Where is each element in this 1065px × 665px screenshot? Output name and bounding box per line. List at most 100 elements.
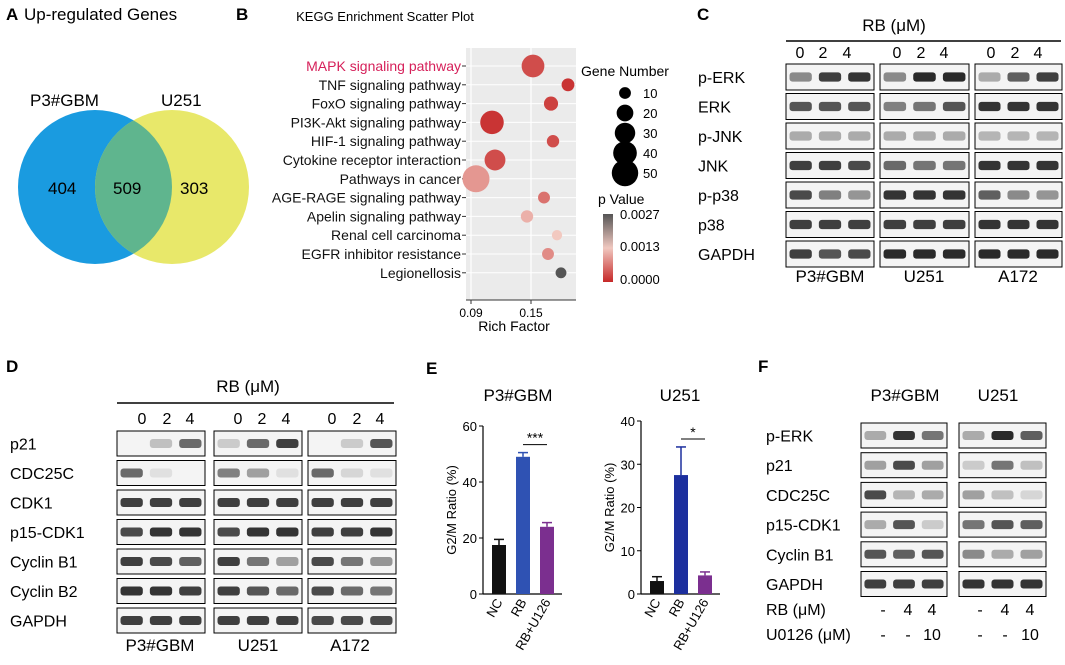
panel-f-row-label: p21 (766, 458, 793, 475)
panel-d-band (179, 616, 202, 625)
panel-d-row-label: p15-CDK1 (10, 525, 85, 542)
bar (516, 456, 530, 594)
panel-d-row-label: p21 (10, 437, 37, 454)
panel-d-band (217, 527, 240, 537)
panel-d-cell-label: A172 (330, 636, 370, 655)
panel-c-band (1036, 72, 1059, 82)
panel-c-band (848, 190, 871, 200)
panel-d-dose-label: 0 (234, 411, 243, 428)
panel-f-band (921, 490, 944, 500)
bar-category-label: NC (641, 596, 663, 620)
bar-category-label: RB (508, 596, 530, 619)
panel-d-band (340, 616, 364, 625)
panel-c-band (1036, 190, 1059, 200)
panel-f-band (864, 460, 887, 470)
gene-number-legend-dot (616, 104, 634, 122)
panel-f-band (893, 460, 915, 470)
panel-c-band (942, 219, 966, 230)
kegg-pathway-label: MAPK signaling pathway (306, 58, 461, 74)
panel-d-band (370, 557, 393, 566)
panel-c-row-label: p38 (698, 218, 725, 235)
panel-d-band (370, 586, 393, 596)
gene-number-legend-label: 10 (643, 86, 657, 101)
panel-d-band (311, 586, 334, 596)
panel-f-band (864, 549, 887, 559)
panel-c-band (789, 101, 812, 112)
panel-d-dose-label: 2 (353, 411, 362, 428)
panel-d-band (120, 557, 143, 566)
gene-number-legend-dot (619, 87, 631, 99)
panel-f-u0126-value: - (880, 627, 885, 644)
panel-d-band (340, 439, 364, 448)
panel-c-band (789, 219, 812, 230)
panel-f: F P3#GBM U251 p-ERK p21 CDC25C p15-CDK1 Cyclin… (758, 357, 1047, 644)
panel-c-band (913, 219, 936, 230)
panel-a-title: Up-regulated Genes (24, 5, 177, 24)
bar-chart-title: U251 (660, 386, 701, 405)
panel-c-band (913, 190, 936, 200)
panel-c-band (978, 190, 1001, 200)
panel-d-band (246, 498, 270, 507)
panel-f-band (921, 460, 944, 470)
panel-d-band (120, 527, 143, 537)
kegg-point (462, 165, 490, 193)
panel-c-dose-label: 2 (1011, 45, 1020, 62)
panel-f-band (1020, 520, 1043, 530)
panel-d-band (120, 468, 143, 478)
p-value-colorbar (603, 214, 613, 282)
bar-category-label: RB (666, 596, 688, 619)
panel-d-row-label: CDK1 (10, 496, 53, 513)
venn-overlap-count: 509 (113, 179, 141, 198)
panel-f-band (962, 431, 985, 440)
panel-d-band (276, 468, 299, 478)
panel-c-band (883, 219, 907, 230)
panel-f-band (991, 490, 1014, 500)
panel-f-rb-value: - (977, 602, 982, 619)
panel-f-u0126-value: 10 (1021, 627, 1039, 644)
panel-d-band (246, 468, 270, 478)
gene-number-legend-title: Gene Number (581, 63, 669, 79)
panel-c-band (913, 160, 936, 171)
panel-f-cell-label: P3#GBM (871, 386, 940, 405)
panel-c-band (913, 131, 936, 141)
panel-f-band (864, 490, 887, 500)
panel-f-band (962, 490, 985, 500)
bar-category-label: NC (483, 596, 505, 620)
panel-d: D RB (μM) 0 2 4 0 2 4 0 2 4p21CDC25CCDK1p15-CDK1… (6, 357, 397, 655)
panel-f-band (893, 579, 915, 589)
panel-c-band (1007, 219, 1030, 230)
panel-d-band (149, 527, 173, 537)
kegg-chart-title: KEGG Enrichment Scatter Plot (296, 9, 474, 24)
panel-c-band (883, 249, 907, 259)
panel-c-dose-label: 0 (987, 45, 996, 62)
panel-c-band (789, 160, 812, 171)
p-value-label-low: 0.0000 (620, 272, 660, 287)
panel-f-band (962, 460, 985, 470)
panel-c-row-label: JNK (698, 159, 729, 176)
panel-d-treatment-label: RB (μM) (216, 377, 280, 396)
panel-c-band (883, 160, 907, 171)
panel-c-dose-label: 2 (819, 45, 828, 62)
panel-f-row-label: GAPDH (766, 577, 823, 594)
venn-set-left-label: P3#GBM (30, 91, 99, 110)
panel-d-row-label: GAPDH (10, 614, 67, 631)
panel-c-band (789, 131, 812, 141)
panel-c-band (942, 101, 966, 112)
bar-chart-y-tick-label: 20 (463, 531, 477, 546)
panel-d-band (276, 527, 299, 537)
panel-d-dose-label: 4 (282, 411, 291, 428)
panel-c-row-label: ERK (698, 100, 731, 117)
panel-c-band (913, 249, 936, 259)
venn-overlap (95, 110, 172, 264)
panel-c-band (978, 131, 1001, 141)
panel-c-band (978, 219, 1001, 230)
panel-f-row-label: Cyclin B1 (766, 547, 834, 564)
panel-f-u0126-value: - (977, 627, 982, 644)
panel-a: A Up-regulated Genes P3#GBM U251 404 509… (6, 5, 249, 264)
panel-c-dose-label: 0 (893, 45, 902, 62)
panel-c-band (883, 72, 907, 82)
panel-f-rb-value: - (880, 602, 885, 619)
panel-f-band (1020, 490, 1043, 500)
kegg-pathway-label: FoxO signaling pathway (312, 96, 461, 112)
